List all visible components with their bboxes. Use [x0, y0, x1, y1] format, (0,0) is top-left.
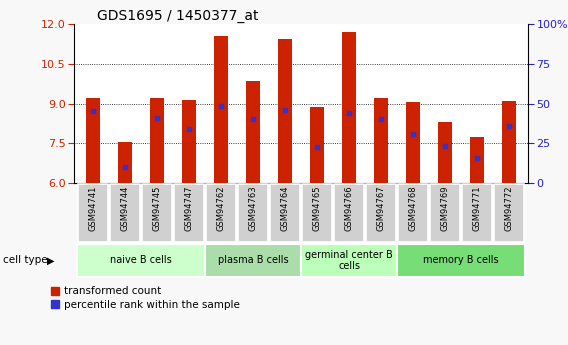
FancyBboxPatch shape	[205, 244, 301, 277]
Bar	[406, 102, 420, 183]
Text: GSM94768: GSM94768	[408, 185, 417, 231]
FancyBboxPatch shape	[333, 184, 365, 242]
Text: GSM94772: GSM94772	[504, 185, 513, 231]
Bar	[342, 32, 356, 183]
FancyBboxPatch shape	[366, 184, 396, 242]
Text: GDS1695 / 1450377_at: GDS1695 / 1450377_at	[97, 9, 258, 23]
Bar	[182, 99, 196, 183]
Bar	[470, 137, 485, 183]
Legend: transformed count, percentile rank within the sample: transformed count, percentile rank withi…	[51, 286, 240, 309]
Bar	[374, 98, 389, 183]
Text: memory B cells: memory B cells	[423, 256, 499, 265]
Text: GSM94747: GSM94747	[185, 185, 194, 231]
Bar	[118, 142, 132, 183]
Bar	[438, 122, 452, 183]
FancyBboxPatch shape	[301, 244, 397, 277]
FancyBboxPatch shape	[429, 184, 461, 242]
Text: GSM94766: GSM94766	[345, 185, 353, 231]
FancyBboxPatch shape	[462, 184, 492, 242]
Text: cell type: cell type	[3, 256, 48, 265]
FancyBboxPatch shape	[398, 184, 428, 242]
FancyBboxPatch shape	[78, 184, 108, 242]
FancyBboxPatch shape	[110, 184, 140, 242]
FancyBboxPatch shape	[237, 184, 269, 242]
Bar	[86, 98, 100, 183]
Text: naive B cells: naive B cells	[110, 256, 172, 265]
Bar	[502, 101, 516, 183]
Bar	[150, 98, 164, 183]
FancyBboxPatch shape	[77, 244, 205, 277]
Text: GSM94745: GSM94745	[153, 185, 161, 231]
Text: GSM94769: GSM94769	[441, 185, 449, 231]
Text: plasma B cells: plasma B cells	[218, 256, 289, 265]
Bar	[214, 36, 228, 183]
Text: GSM94765: GSM94765	[312, 185, 321, 231]
FancyBboxPatch shape	[141, 184, 173, 242]
Text: GSM94762: GSM94762	[216, 185, 225, 231]
FancyBboxPatch shape	[494, 184, 524, 242]
Text: germinal center B
cells: germinal center B cells	[305, 250, 393, 271]
FancyBboxPatch shape	[174, 184, 204, 242]
FancyBboxPatch shape	[206, 184, 236, 242]
Bar	[246, 81, 260, 183]
FancyBboxPatch shape	[270, 184, 300, 242]
Text: GSM94764: GSM94764	[281, 185, 290, 231]
Text: GSM94744: GSM94744	[120, 185, 130, 231]
Bar	[310, 108, 324, 183]
Text: GSM94767: GSM94767	[377, 185, 386, 231]
FancyBboxPatch shape	[302, 184, 332, 242]
Text: GSM94771: GSM94771	[473, 185, 482, 231]
Text: ▶: ▶	[47, 256, 54, 265]
Text: GSM94741: GSM94741	[89, 185, 98, 231]
Bar	[278, 39, 293, 183]
FancyBboxPatch shape	[397, 244, 525, 277]
Text: GSM94763: GSM94763	[249, 185, 257, 231]
